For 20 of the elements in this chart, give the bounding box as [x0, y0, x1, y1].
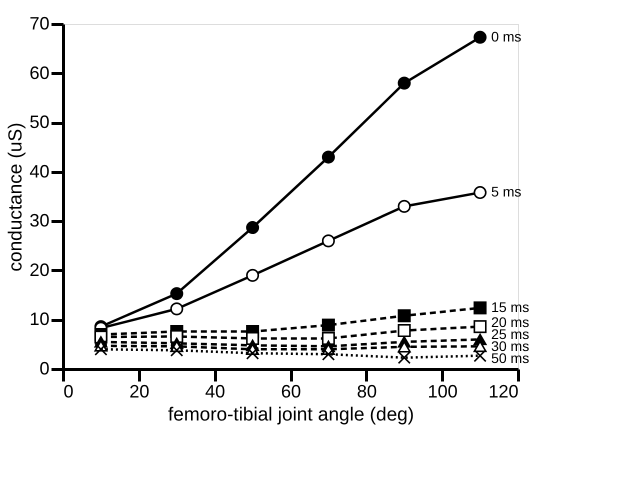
x-tick-label: 20: [129, 382, 150, 402]
series-label: 5 ms: [491, 184, 522, 200]
y-tick-label: 10: [29, 309, 50, 330]
x-axis-title: femoro-tibial joint angle (deg): [168, 404, 414, 426]
y-tick-label: 20: [29, 260, 50, 280]
y-axis-title: conductance (uS): [5, 122, 26, 272]
y-tick-label: 30: [29, 210, 50, 231]
series-label: 0 ms: [491, 28, 522, 44]
y-tick-label: 50: [29, 112, 50, 132]
x-tick-label: 60: [280, 382, 302, 402]
x-tick-label: 120: [488, 382, 518, 402]
y-tick-label: 0: [39, 358, 50, 378]
series-label: 15 ms: [491, 298, 530, 315]
x-tick-label: 40: [205, 382, 226, 402]
y-tick-label: 60: [29, 62, 50, 83]
x-tick-label: 80: [356, 382, 377, 402]
x-tick-label: 0: [64, 382, 74, 402]
y-tick-label: 70: [29, 14, 50, 34]
x-tick-label: 100: [428, 382, 458, 402]
y-tick-label: 40: [29, 161, 50, 182]
